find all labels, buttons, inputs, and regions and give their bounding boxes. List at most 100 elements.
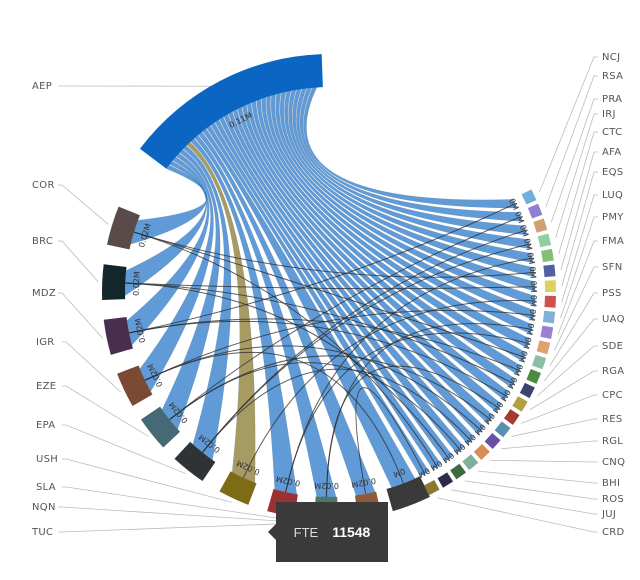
arc-bhi[interactable]	[462, 454, 479, 471]
arc-brc[interactable]	[101, 264, 127, 300]
arc-eze[interactable]	[140, 406, 181, 448]
arc-rgl[interactable]	[484, 433, 501, 449]
ribbon-aep-cnq[interactable]	[223, 113, 475, 445]
chord-link[interactable]	[125, 282, 450, 460]
chord-link[interactable]	[285, 332, 529, 493]
value-label-pss: 0M	[517, 349, 529, 363]
label-crd: CRD	[602, 527, 625, 538]
tooltip-value: 11548	[332, 524, 371, 540]
ribbon-aep-ush[interactable]	[186, 141, 256, 484]
ribbon-aep-tuc[interactable]	[198, 131, 376, 496]
ribbon-aep-rsa[interactable]	[299, 87, 523, 222]
arc-cpc[interactable]	[503, 409, 520, 425]
value-label-nqn: 0.02M	[314, 481, 339, 490]
ribbon-aep-res[interactable]	[232, 108, 494, 424]
ribbon-aep-pmy[interactable]	[270, 93, 535, 321]
ribbon-aep-juj[interactable]	[210, 122, 442, 470]
arc-aep[interactable]	[139, 54, 323, 169]
ribbon-aep-pss[interactable]	[256, 98, 527, 362]
arc-fma[interactable]	[540, 325, 554, 339]
arc-eqs[interactable]	[544, 280, 556, 292]
label-ncj: NCJ	[602, 52, 620, 63]
arc-sde[interactable]	[519, 382, 535, 399]
ribbon-aep-bhi[interactable]	[219, 116, 465, 454]
arc-res[interactable]	[494, 421, 511, 438]
chord-link[interactable]	[169, 362, 461, 451]
chord-link[interactable]	[285, 257, 533, 493]
arc-cor[interactable]	[106, 206, 140, 250]
label-eze: EZE	[36, 381, 56, 392]
label-afa: AFA	[602, 147, 621, 158]
arc-pss[interactable]	[532, 354, 547, 370]
chord-link[interactable]	[355, 387, 426, 494]
arc-epa[interactable]	[174, 441, 216, 482]
ribbon-aep-sla[interactable]	[190, 138, 297, 495]
leader-afa	[560, 151, 598, 270]
ribbon-aep-rga[interactable]	[242, 104, 510, 401]
chord-link[interactable]	[144, 309, 534, 381]
arc-ctc[interactable]	[541, 248, 554, 263]
arc-rga[interactable]	[512, 396, 528, 412]
ribbon-aep-sfn[interactable]	[261, 96, 530, 349]
ribbon-aep-sde[interactable]	[246, 102, 516, 389]
value-label-ctc: 0M	[525, 252, 536, 265]
ribbon-aep-fma[interactable]	[266, 95, 533, 335]
chord-link[interactable]	[201, 368, 472, 453]
ribbon-aep-ncj[interactable]	[303, 87, 518, 209]
chord-link[interactable]	[133, 231, 438, 468]
label-ros: ROS	[602, 494, 624, 505]
tooltip-key: FTE	[293, 524, 319, 540]
arc-pra[interactable]	[533, 218, 548, 233]
leader-sla	[62, 486, 280, 519]
ribbon-aep-eqs[interactable]	[279, 91, 536, 292]
ribbon-aep-ctc[interactable]	[288, 89, 534, 264]
chord-link[interactable]	[242, 300, 535, 479]
chord-link[interactable]	[125, 282, 535, 290]
leader-luq	[561, 194, 598, 303]
arc-luq[interactable]	[544, 295, 556, 308]
ribbon-aep-cpc[interactable]	[237, 106, 502, 413]
arc-sfn[interactable]	[536, 340, 551, 355]
arc-ush[interactable]	[219, 471, 257, 505]
arc-cnq[interactable]	[473, 444, 490, 460]
chord-link[interactable]	[133, 231, 525, 358]
chord-link[interactable]	[133, 231, 535, 278]
ribbon-aep-rgl[interactable]	[228, 111, 485, 435]
label-epa: EPA	[36, 420, 55, 431]
arc-crd[interactable]	[424, 480, 440, 496]
label-igr: IGR	[36, 337, 55, 348]
chord-link[interactable]	[325, 323, 532, 497]
ribbon-aep-irj[interactable]	[292, 88, 531, 250]
chord-link[interactable]	[201, 229, 526, 453]
chord-link[interactable]	[169, 216, 521, 421]
arc-mdz[interactable]	[103, 316, 133, 355]
ribbon-aep-pra[interactable]	[296, 88, 528, 236]
chord-link[interactable]	[125, 282, 514, 384]
chord-link[interactable]	[129, 318, 520, 371]
leader-mdz	[58, 292, 103, 339]
value-label-rsa: 0M	[513, 210, 526, 225]
arc-rsa[interactable]	[527, 203, 543, 219]
ribbon-aep-epa[interactable]	[182, 145, 232, 461]
arc-fte[interactable]	[386, 476, 430, 512]
ribbon-aep-luq[interactable]	[275, 92, 536, 307]
ribbon-aep-afa[interactable]	[284, 90, 535, 278]
arc-ros[interactable]	[450, 463, 467, 480]
label-rsa: RSA	[602, 71, 623, 82]
arc-afa[interactable]	[543, 264, 556, 278]
ribbon-aep-ros[interactable]	[214, 119, 454, 462]
arc-ncj[interactable]	[521, 189, 537, 205]
ribbon-aep-uaq[interactable]	[251, 100, 522, 376]
chord-link[interactable]	[129, 203, 516, 334]
node-arcs[interactable]	[101, 54, 556, 520]
label-bhi: BHI	[602, 478, 620, 489]
chord-link[interactable]	[144, 351, 404, 484]
arc-irj[interactable]	[537, 233, 552, 248]
arc-pmy[interactable]	[542, 310, 556, 324]
label-sla: SLA	[36, 482, 56, 493]
arc-uaq[interactable]	[526, 369, 541, 384]
ribbon-aep-crd[interactable]	[206, 125, 430, 477]
arc-juj[interactable]	[437, 472, 454, 488]
value-label-irj: 0M	[522, 238, 534, 252]
arc-igr[interactable]	[117, 365, 153, 406]
